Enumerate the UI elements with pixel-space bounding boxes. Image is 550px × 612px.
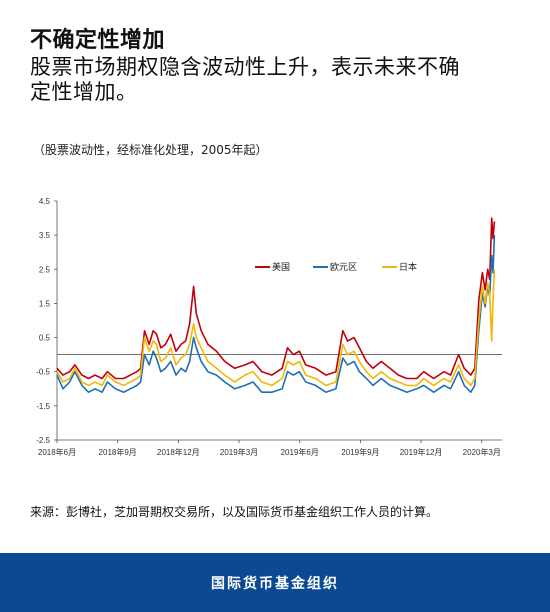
headline: 不确定性增加 股票市场期权隐含波动性上升，表示未来不确 定性增加。 [30, 27, 530, 105]
y-tick-label: -1.5 [36, 402, 50, 411]
legend-label: 欧元区 [330, 261, 357, 273]
volatility-chart: -2.5 -1.5 -0.5 0.5 1.5 2.5 3.5 4.5 2018年6月 2018年9… [36, 197, 502, 457]
y-tick-label: 4.5 [39, 197, 51, 206]
y-tick-label: -0.5 [36, 368, 50, 377]
legend-label: 美国 [272, 261, 290, 273]
x-tick-label: 2018年6月 [38, 447, 76, 457]
legend-label: 日本 [399, 261, 417, 273]
y-tick-label: 2.5 [39, 265, 51, 274]
y-tick-label: 3.5 [39, 231, 51, 240]
footer-bar: 国际货币基金组织 [0, 553, 550, 612]
page-subtitle-line2: 定性增加。 [30, 80, 138, 104]
chart-series [56, 217, 496, 393]
y-tick-label: 1.5 [39, 299, 51, 308]
x-tick-label: 2019年6月 [281, 447, 319, 457]
series-line [56, 235, 496, 393]
x-tick-label: 2019年12月 [400, 447, 443, 457]
source-note: 来源：彭博社，芝加哥期权交易所，以及国际货币基金组织工作人员的计算。 [30, 505, 439, 519]
y-tick-label: -2.5 [36, 436, 50, 445]
x-tick-label: 2020年3月 [463, 447, 501, 457]
x-tick-label: 2018年9月 [99, 447, 137, 457]
page-subtitle-line1: 股票市场期权隐含波动性上升，表示未来不确 [30, 55, 460, 79]
x-tick-label: 2019年3月 [220, 447, 258, 457]
page-title: 不确定性增加 [30, 28, 166, 53]
series-line [56, 269, 496, 387]
x-tick-label: 2019年9月 [341, 447, 379, 457]
series-line [56, 217, 496, 380]
y-tick-label: 0.5 [39, 334, 51, 343]
chart-axes: -2.5 -1.5 -0.5 0.5 1.5 2.5 3.5 4.5 2018年6月 2018年9… [36, 197, 502, 457]
footer-org-name: 国际货币基金组织 [211, 575, 339, 592]
x-tick-label: 2018年12月 [157, 447, 200, 457]
chart-note: （股票波动性，经标准化处理，2005年起） [33, 143, 268, 157]
chart-legend: 美国 欧元区 日本 [255, 261, 417, 273]
